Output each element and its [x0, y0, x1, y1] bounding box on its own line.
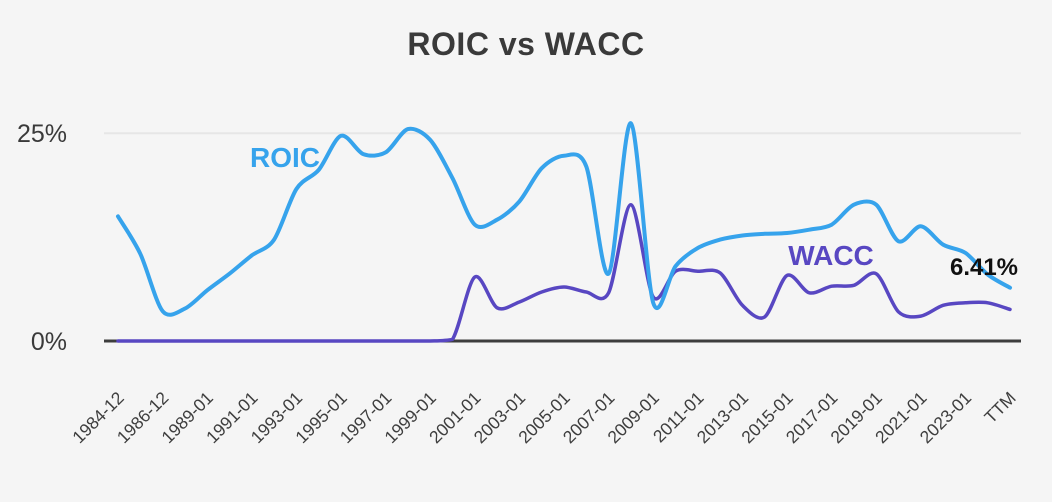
y-tick-label-25: 25% [17, 120, 67, 148]
roic-end-value-label: 6.41% [950, 254, 1018, 281]
roic-series-label: ROIC [250, 142, 320, 173]
wacc-line [116, 202, 1012, 343]
chart-title: ROIC vs WACC [407, 26, 645, 62]
roic-line [116, 121, 1012, 317]
x-tick-label: TTM [980, 388, 1020, 428]
x-axis-tick-labels: 1984-121986-121989-011991-011993-011995-… [68, 388, 1020, 448]
y-tick-label-0: 0% [31, 328, 67, 356]
wacc-series-label: WACC [788, 240, 874, 271]
